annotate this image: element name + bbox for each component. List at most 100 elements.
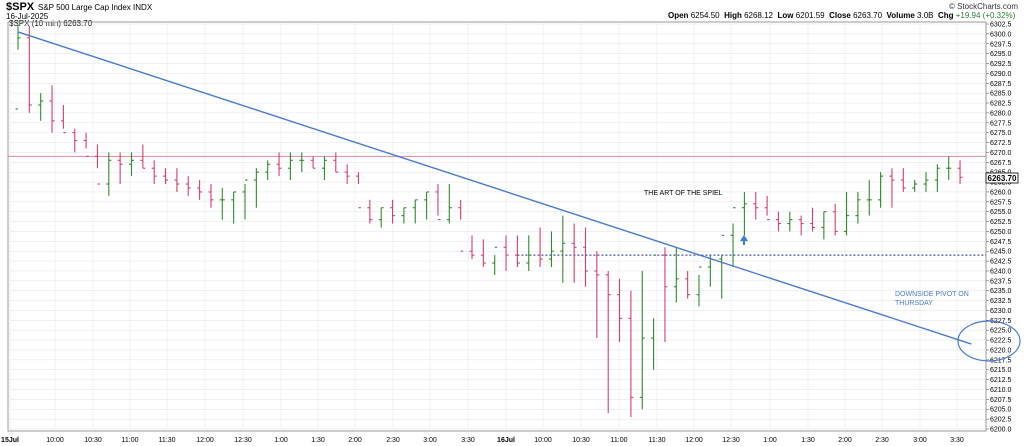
- ohlc-bar: [72, 128, 78, 153]
- pivot-circle: [957, 320, 1021, 362]
- volume-value: 3.0B: [917, 11, 934, 20]
- x-tick-label: 1:00: [763, 437, 777, 444]
- x-tick-label: 11:30: [649, 437, 666, 444]
- ohlc-bar: [446, 184, 452, 224]
- x-tick-label: 15Jul: [1, 437, 19, 444]
- y-tick-label: 6282.5: [990, 101, 1012, 108]
- ohlc-bar: [367, 199, 373, 224]
- y-tick-label: 6207.5: [990, 397, 1012, 404]
- ohlc-bar: [594, 251, 600, 339]
- x-tick-label: 3:00: [913, 437, 927, 444]
- horizontal-lines: [8, 155, 986, 256]
- ohlc-bar: [265, 160, 271, 181]
- ohlc-bar: [26, 25, 32, 113]
- ohlc-bar: [855, 191, 861, 224]
- ohlc-bar: [231, 191, 237, 224]
- y-tick-label: 6297.5: [990, 41, 1012, 48]
- ohlc-bar: [333, 152, 339, 173]
- ohlc-bar: [673, 247, 679, 303]
- plot-frame: [7, 21, 987, 432]
- y-tick-label: 6250.0: [990, 229, 1012, 236]
- x-tick-label: 10:30: [84, 437, 102, 444]
- ohlc-bar: [140, 144, 146, 169]
- grid: [8, 22, 986, 431]
- open-label: Open: [668, 11, 689, 20]
- y-tick-label: 6287.5: [990, 81, 1012, 88]
- ohlc-bar: [866, 180, 872, 216]
- x-tick-label: 11:30: [159, 437, 176, 444]
- y-tick-label: 6220.0: [990, 347, 1012, 354]
- x-tick-label: 11:00: [611, 437, 628, 444]
- x-tick-label: 12:00: [196, 437, 214, 444]
- close-label: Close: [829, 11, 851, 20]
- brand-logo[interactable]: © StockCharts.com: [948, 2, 1018, 11]
- ohlc-bar: [514, 235, 520, 267]
- ohlc-bar: [106, 152, 112, 196]
- y-tick-label: 6227.5: [990, 318, 1012, 325]
- ohlc-bar: [696, 266, 702, 307]
- high-value: 6268.12: [744, 11, 773, 20]
- y-tick-label: 6277.5: [990, 120, 1012, 127]
- x-axis: 15Jul 10:00 10:30 11:00 11:30 12:00 12:30 1:00 1…: [1, 437, 964, 444]
- chart-symbol: $SPX: [6, 1, 35, 13]
- y-tick-label: 6232.5: [990, 298, 1012, 305]
- ohlc-bar: [253, 168, 259, 208]
- low-value: 6201.59: [795, 11, 825, 20]
- y-tick-label: 6270.0: [990, 150, 1012, 157]
- low-label: Low: [777, 11, 794, 20]
- y-tick-label: 6272.5: [990, 140, 1012, 147]
- ohlc-bar: [639, 270, 645, 410]
- ohlc-bar: [219, 187, 225, 220]
- y-tick-label: 6202.5: [990, 417, 1012, 424]
- ohlc-bar: [480, 239, 486, 267]
- ohlc-bar: [151, 160, 157, 185]
- ohlc-bar: [628, 290, 634, 418]
- last-price-tag-box: [985, 172, 1019, 184]
- y-tick-label: 6222.5: [990, 338, 1012, 345]
- ohlc-bar: [390, 199, 396, 224]
- ohlc-bars: [15, 24, 963, 418]
- x-tick-label: 3:00: [423, 437, 437, 444]
- x-tick-label: 10:30: [572, 437, 590, 444]
- ohlc-bar: [469, 235, 475, 260]
- ohlc-bar: [753, 191, 759, 220]
- ohlc-bar: [730, 207, 736, 267]
- trendline-group: [17, 31, 972, 345]
- open-value: 6254.50: [690, 11, 720, 20]
- exchange: INDX: [133, 3, 153, 12]
- ohlc-bar: [946, 156, 952, 181]
- y-tick-label: 6212.5: [990, 377, 1012, 384]
- volume-label: Volume: [886, 11, 915, 20]
- ohlc-summary: Open 6254.50 High 6268.12 Low 6201.59 Cl…: [668, 11, 1015, 20]
- ohlc-bar: [798, 215, 804, 236]
- ohlc-bar: [174, 168, 180, 192]
- ohlc-bar: [242, 179, 248, 220]
- last-price-tag: 6263.70: [985, 172, 1019, 184]
- x-tick-label: 2:30: [386, 437, 400, 444]
- ohlc-bar: [787, 211, 793, 232]
- x-tick-label: 12:30: [234, 437, 252, 444]
- annotation-pivot-line2: THURSDAY: [895, 300, 933, 307]
- ohlc-bar: [900, 168, 906, 192]
- y-tick-label: 6225.0: [990, 328, 1012, 335]
- ohlc-bar: [412, 199, 418, 224]
- ohlc-bar: [310, 156, 316, 169]
- ohlc-bar: [401, 207, 407, 224]
- ohlc-bar: [344, 164, 350, 185]
- high-label: High: [724, 11, 742, 20]
- y-tick-label: 6275.0: [990, 130, 1012, 137]
- ohlc-bar: [741, 191, 747, 236]
- ohlc-bar: [889, 168, 895, 208]
- y-tick-label: 6257.5: [990, 199, 1012, 206]
- x-tick-label: 3:30: [461, 437, 475, 444]
- ohlc-bar: [832, 203, 838, 236]
- chg-value: +19.94 (+0.32%): [955, 11, 1016, 20]
- y-axis: 6200.0 6202.5 6205.0 6207.5 6210.0 6212.5 6215…: [986, 22, 1012, 434]
- up-arrow-icon: [740, 235, 748, 245]
- last-price-tag-text: 6263.70: [988, 174, 1017, 183]
- x-tick-label: 1:30: [801, 437, 815, 444]
- ohlc-bar: [662, 247, 668, 343]
- x-tick-label: 10:00: [534, 437, 552, 444]
- y-tick-label: 6290.0: [990, 71, 1012, 78]
